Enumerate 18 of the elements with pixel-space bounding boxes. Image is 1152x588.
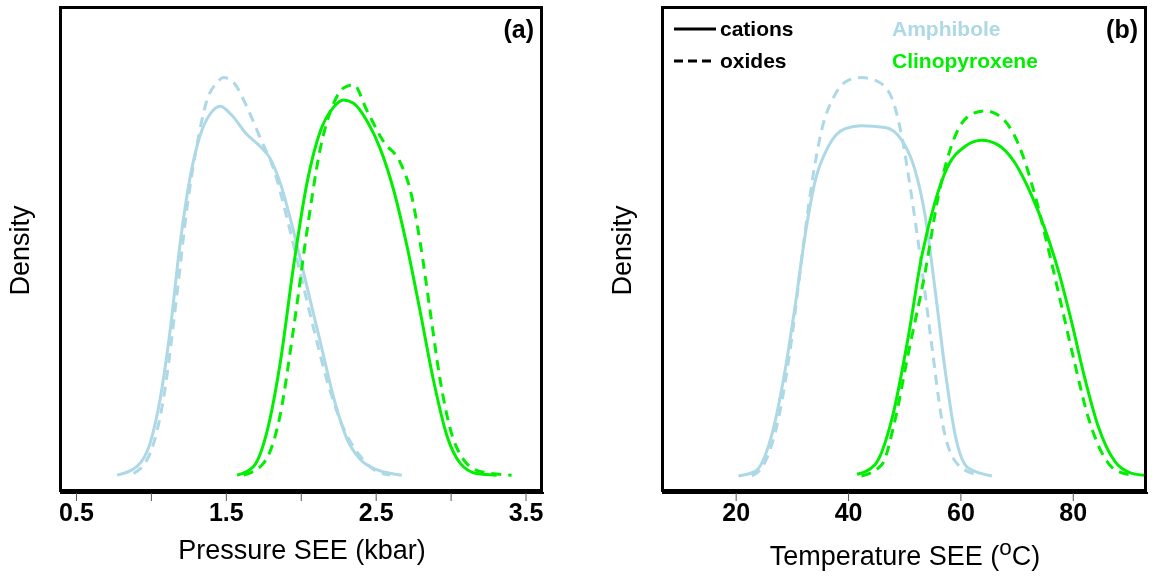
x-tick-label: 2.5 bbox=[358, 497, 394, 526]
x-tick-label: 1.5 bbox=[208, 497, 244, 526]
x-tick-label: 20 bbox=[722, 497, 751, 526]
y-axis-title: Density bbox=[606, 204, 638, 296]
x-axis-title: Temperature SEE ($^{o}$C) bbox=[768, 535, 1042, 572]
text: (b) bbox=[1106, 15, 1138, 44]
x-tick-label: 40 bbox=[834, 497, 863, 526]
y-axis-title: Density bbox=[4, 204, 36, 296]
x-tick-label: 80 bbox=[1059, 497, 1088, 526]
x-tick-label: 0.5 bbox=[59, 497, 94, 526]
text: Clinopyroxene bbox=[892, 48, 1038, 74]
x-tick-label: 3.5 bbox=[508, 497, 544, 526]
text: cations bbox=[720, 17, 794, 41]
x-axis-title: Pressure SEE (kbar) bbox=[177, 535, 427, 566]
text: Amphibole bbox=[892, 16, 1002, 42]
text: oxides bbox=[720, 49, 787, 73]
text: (a) bbox=[503, 15, 534, 44]
x-tick-label: 60 bbox=[947, 497, 975, 526]
